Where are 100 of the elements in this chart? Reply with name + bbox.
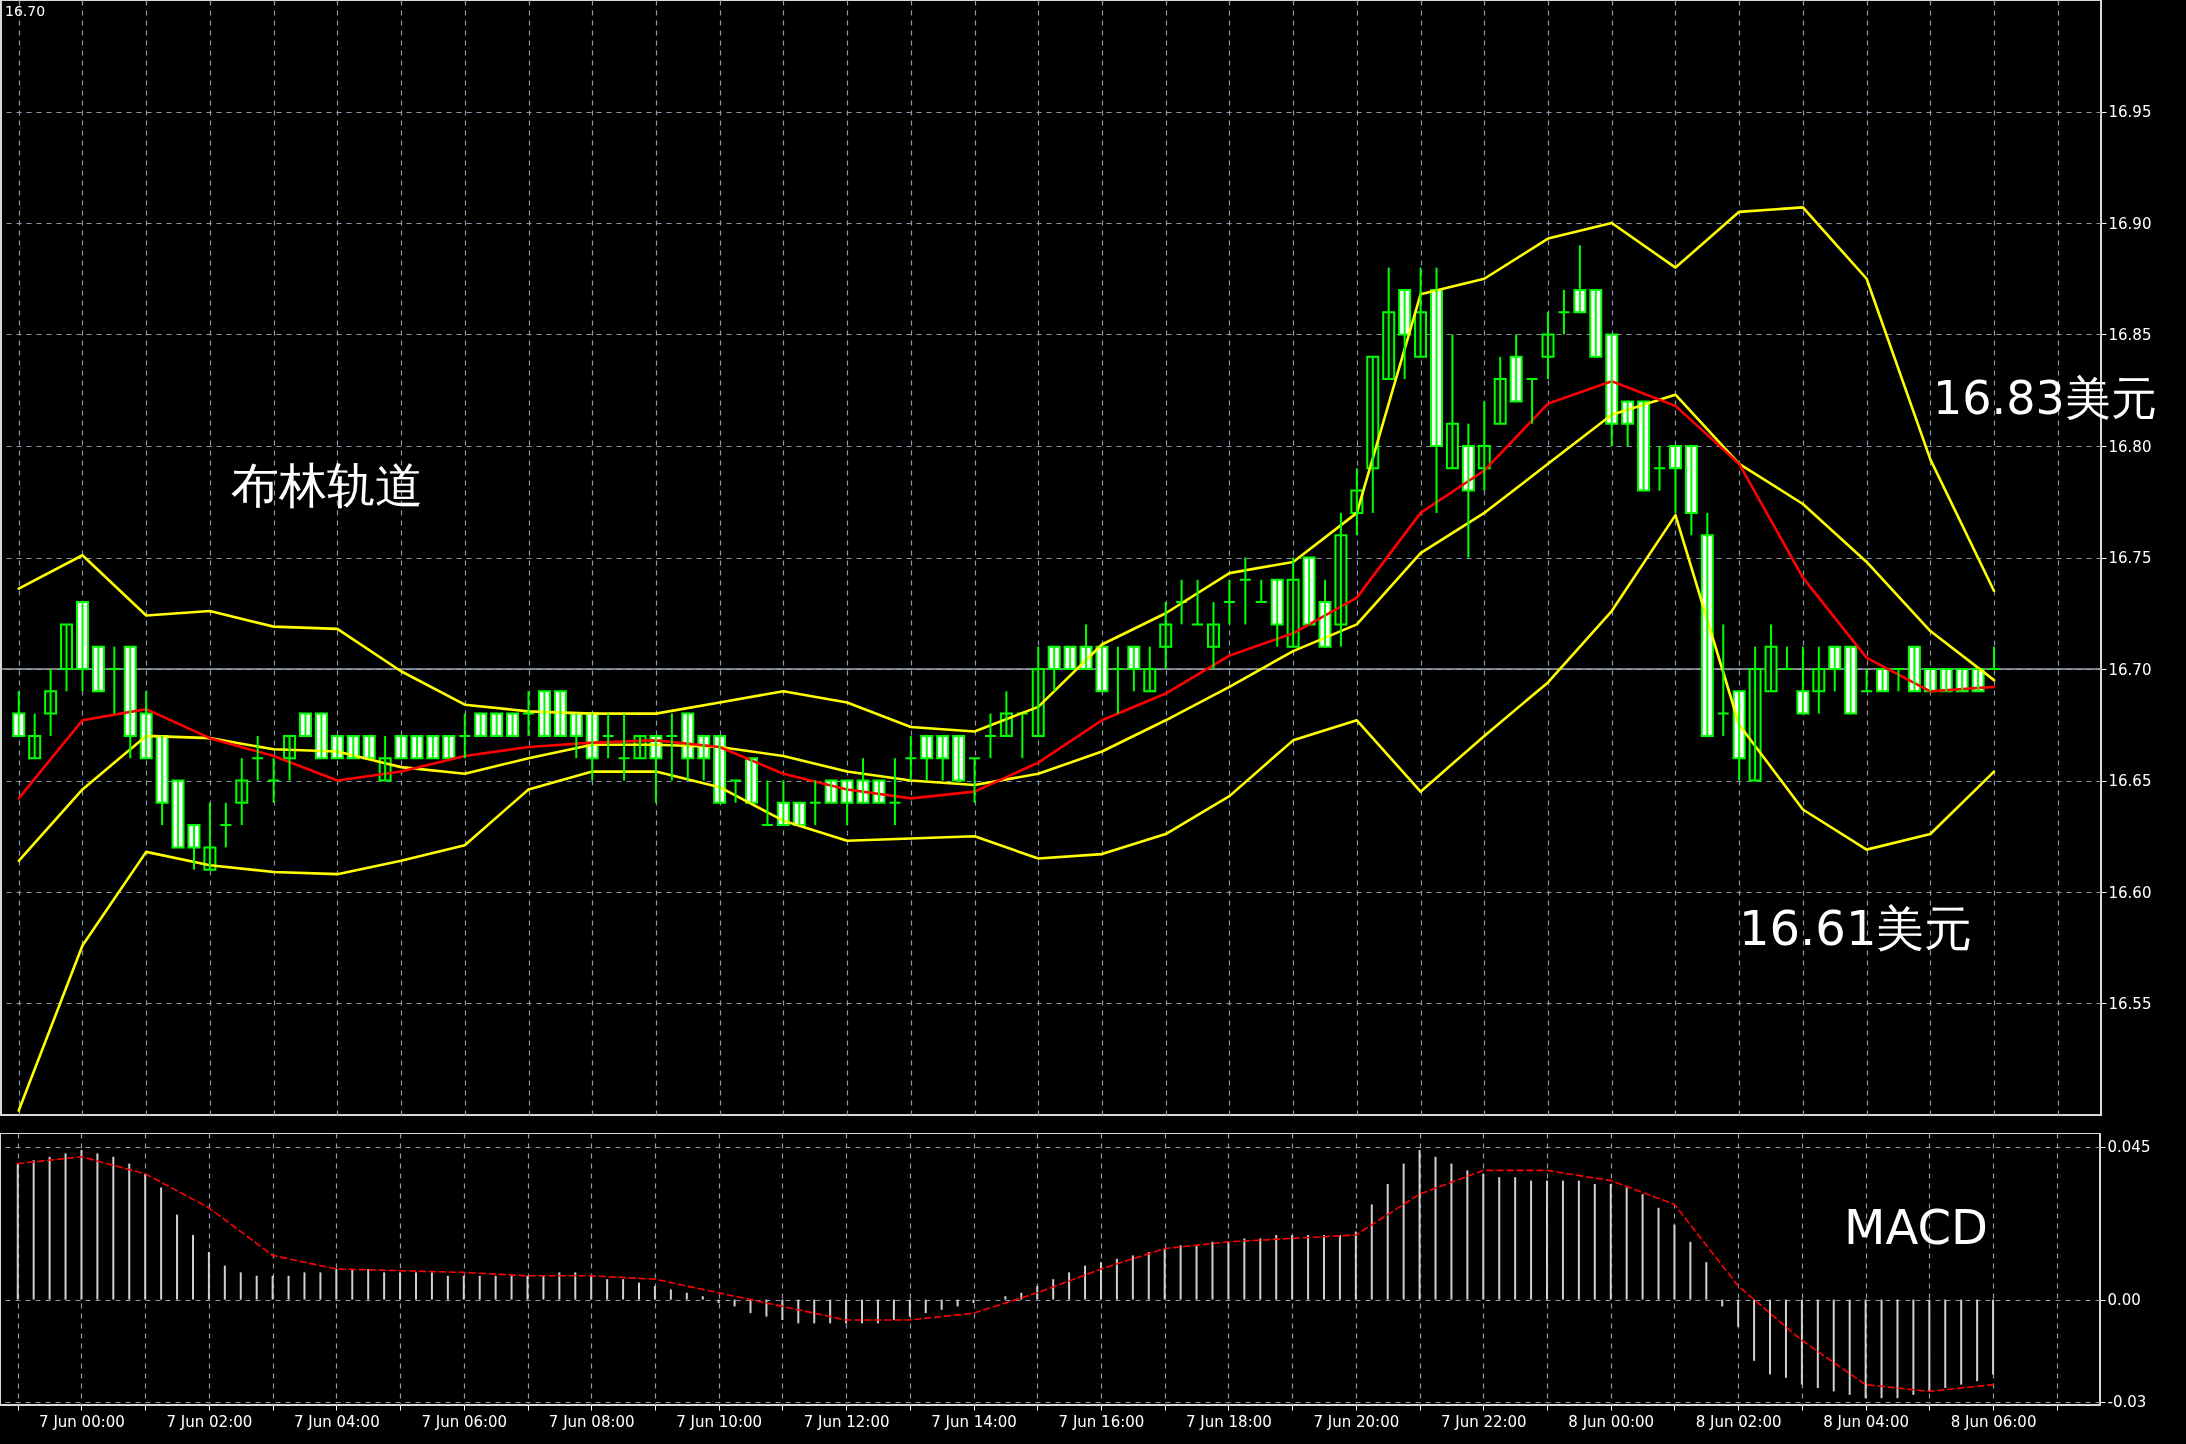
- candlestick: [1525, 378, 1539, 425]
- candlestick: [601, 712, 615, 760]
- candlestick: [267, 757, 281, 804]
- bar: [940, 1299, 943, 1310]
- bar: [1195, 1245, 1198, 1300]
- candlestick: [410, 734, 424, 760]
- candlestick: [91, 645, 105, 693]
- candlestick: [1191, 578, 1205, 626]
- y-tick-label: 16.55: [2108, 995, 2152, 1013]
- candlestick: [904, 734, 918, 782]
- bar: [1784, 1299, 1787, 1378]
- bar: [1816, 1299, 1819, 1388]
- candlestick: [968, 757, 982, 804]
- bar: [207, 1252, 210, 1300]
- x-tick-label: 7 Jun 14:00: [931, 1412, 1017, 1431]
- candlestick: [1987, 645, 2001, 670]
- bar: [892, 1299, 895, 1320]
- bar: [1068, 1272, 1071, 1300]
- x-tick-label: 7 Jun 16:00: [1058, 1412, 1145, 1431]
- bar: [16, 1163, 19, 1300]
- bar: [1928, 1299, 1931, 1392]
- candlestick: [1557, 288, 1571, 336]
- candlestick: [107, 645, 121, 715]
- candlestick: [1780, 645, 1794, 670]
- bar: [685, 1292, 688, 1300]
- bar: [1960, 1299, 1963, 1385]
- candlestick: [1254, 578, 1268, 604]
- bar: [1338, 1235, 1341, 1300]
- x-tick-label: 8 Jun 04:00: [1823, 1412, 1909, 1431]
- candlestick: [346, 734, 360, 760]
- bar: [351, 1269, 354, 1300]
- bar: [1227, 1241, 1230, 1300]
- candlestick: [760, 779, 774, 827]
- candlestick: [537, 690, 551, 737]
- bar: [1386, 1184, 1389, 1300]
- y-tick-label: 16.70: [2108, 660, 2152, 679]
- bar: [1530, 1180, 1533, 1300]
- bar: [319, 1272, 322, 1300]
- bar: [1179, 1245, 1182, 1300]
- candlestick: [506, 712, 520, 737]
- bar: [1753, 1299, 1756, 1361]
- bar: [128, 1163, 131, 1300]
- candlestick: [617, 712, 631, 782]
- candlestick: [1907, 645, 1921, 693]
- candlestick: [1891, 668, 1905, 693]
- bar: [462, 1275, 465, 1300]
- candlestick: [1111, 645, 1125, 715]
- bar: [335, 1269, 338, 1300]
- annotation: 布林轨道: [231, 457, 423, 513]
- bar: [478, 1275, 481, 1300]
- bar: [1004, 1296, 1007, 1300]
- candlestick: [251, 734, 265, 782]
- bar: [765, 1299, 768, 1317]
- bar: [574, 1272, 577, 1300]
- y-tick-label: 0.00: [2107, 1291, 2141, 1310]
- bar: [1466, 1170, 1469, 1300]
- bar: [383, 1272, 386, 1300]
- x-tick-label: 7 Jun 00:00: [39, 1412, 125, 1431]
- candlestick: [442, 734, 456, 760]
- candlestick: [1589, 288, 1603, 358]
- y-tick-label: 16.85: [2108, 326, 2152, 344]
- bar: [1880, 1299, 1883, 1399]
- bar: [1800, 1299, 1803, 1385]
- x-tick-label: 7 Jun 12:00: [803, 1412, 890, 1431]
- candlestick: [426, 734, 440, 760]
- bar: [1737, 1299, 1740, 1327]
- y-tick-label: 0.045: [2107, 1138, 2151, 1157]
- bar: [749, 1299, 752, 1314]
- bar: [303, 1272, 306, 1300]
- candlestick: [1015, 712, 1029, 760]
- candlestick: [713, 734, 727, 804]
- candlestick: [171, 779, 185, 849]
- bar: [1976, 1299, 1979, 1382]
- bar: [797, 1299, 800, 1324]
- x-tick-label: 7 Jun 02:00: [166, 1412, 253, 1431]
- annotation: 16.61美元: [1739, 900, 1973, 956]
- candlestick: [1860, 668, 1874, 693]
- candlestick: [1302, 556, 1316, 626]
- candlestick: [330, 734, 344, 760]
- bar: [1912, 1299, 1915, 1395]
- bar: [1546, 1180, 1549, 1300]
- bar: [1641, 1194, 1644, 1300]
- bar: [813, 1299, 816, 1324]
- bar: [1211, 1241, 1214, 1300]
- bar: [1673, 1224, 1676, 1300]
- bar: [112, 1156, 115, 1300]
- y-tick-label: 16.95: [2108, 103, 2152, 121]
- bar: [1864, 1299, 1867, 1399]
- candlestick: [458, 712, 472, 760]
- candlestick: [490, 712, 504, 737]
- bar: [1769, 1299, 1772, 1375]
- candlestick: [665, 712, 679, 782]
- bar: [861, 1299, 864, 1324]
- bar: [606, 1279, 609, 1300]
- bar: [781, 1299, 784, 1320]
- candlestick: [888, 757, 902, 827]
- x-tick-label: 7 Jun 18:00: [1186, 1412, 1272, 1431]
- bar: [1450, 1163, 1453, 1300]
- bar: [96, 1153, 99, 1300]
- line-series: [17, 513, 1996, 1112]
